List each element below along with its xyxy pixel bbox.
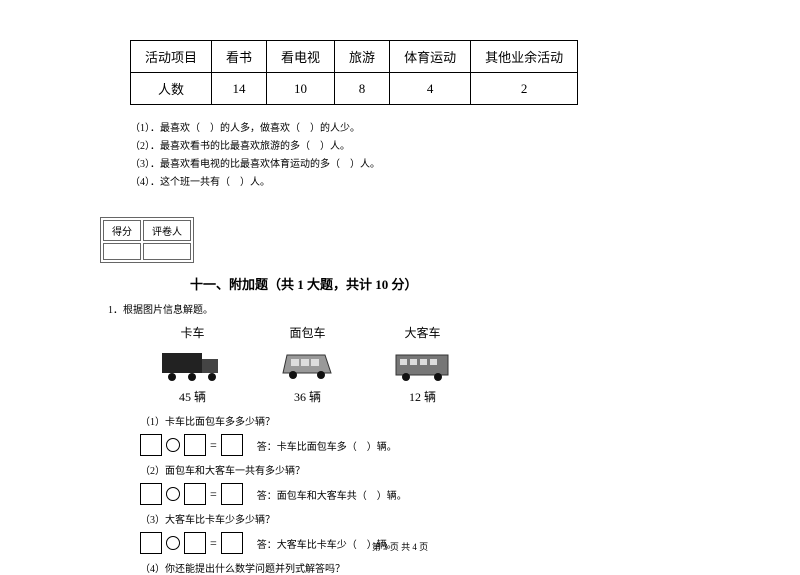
page-footer: 第 3 页 共 4 页	[0, 540, 800, 553]
eq1-box1[interactable]	[140, 434, 162, 456]
equation-1: = 答：卡车比面包车多（ ）辆。	[140, 434, 700, 456]
bus-count: 12 辆	[390, 388, 455, 405]
score-label: 得分	[103, 220, 141, 241]
table-col-4: 其他业余活动	[471, 41, 578, 73]
question-4: （4）．这个班一共有（ ）人。	[130, 174, 700, 192]
table-val-2: 8	[335, 73, 390, 105]
eq2-op[interactable]	[166, 487, 180, 501]
ans-2: 答：面包车和大客车共（ ）辆。	[257, 487, 407, 502]
question-2: （2）．最喜欢看书的比最喜欢旅游的多（ ）人。	[130, 138, 700, 156]
table-row-label: 人数	[131, 73, 212, 105]
table-col-1: 看电视	[267, 41, 335, 73]
vehicles-row: 卡车 45 辆 面包车 36 辆 大客车	[160, 324, 700, 405]
problem-intro: 1．根据图片信息解题。	[108, 301, 700, 316]
question-1: （1）．最喜欢（ ）的人多，做喜欢（ ）的人少。	[130, 120, 700, 138]
subq-2: （2）面包车和大客车一共有多少辆？	[140, 462, 700, 477]
table-col-0: 看书	[212, 41, 267, 73]
van-label: 面包车	[275, 324, 340, 341]
table-questions: （1）．最喜欢（ ）的人多，做喜欢（ ）的人少。 （2）．最喜欢看书的比最喜欢旅…	[130, 120, 700, 192]
score-empty	[103, 243, 141, 260]
bus-label: 大客车	[390, 324, 455, 341]
activity-table: 活动项目 看书 看电视 旅游 体育运动 其他业余活动 人数 14 10 8 4 …	[130, 40, 578, 105]
van-count: 36 辆	[275, 388, 340, 405]
table-col-3: 体育运动	[390, 41, 471, 73]
eq2-equals: =	[210, 487, 217, 502]
bus-icon	[390, 345, 455, 383]
subq-1: （1）卡车比面包车多多少辆？	[140, 413, 700, 428]
eq2-box1[interactable]	[140, 483, 162, 505]
ans-1: 答：卡车比面包车多（ ）辆。	[257, 438, 397, 453]
eq1-equals: =	[210, 438, 217, 453]
question-3: （3）．最喜欢看电视的比最喜欢体育运动的多（ ）人。	[130, 156, 700, 174]
subq-4: （4）你还能提出什么数学问题并列式解答吗？	[140, 560, 700, 575]
table-col-2: 旅游	[335, 41, 390, 73]
eq2-box2[interactable]	[184, 483, 206, 505]
grader-label: 评卷人	[143, 220, 191, 241]
eq1-box3[interactable]	[221, 434, 243, 456]
eq2-box3[interactable]	[221, 483, 243, 505]
table-val-3: 4	[390, 73, 471, 105]
table-header-label: 活动项目	[131, 41, 212, 73]
score-box: 得分 评卷人	[100, 217, 194, 263]
equation-2: = 答：面包车和大客车共（ ）辆。	[140, 483, 700, 505]
vehicle-van: 面包车 36 辆	[275, 324, 340, 405]
subq-3: （3）大客车比卡车少多少辆？	[140, 511, 700, 526]
truck-count: 45 辆	[160, 388, 225, 405]
table-val-4: 2	[471, 73, 578, 105]
truck-label: 卡车	[160, 324, 225, 341]
eq1-box2[interactable]	[184, 434, 206, 456]
truck-icon	[160, 345, 225, 383]
vehicle-truck: 卡车 45 辆	[160, 324, 225, 405]
table-val-0: 14	[212, 73, 267, 105]
section-11-title: 十一、附加题（共 1 大题，共计 10 分）	[190, 274, 700, 293]
eq1-op[interactable]	[166, 438, 180, 452]
grader-empty	[143, 243, 191, 260]
vehicle-bus: 大客车 12 辆	[390, 324, 455, 405]
van-icon	[275, 345, 340, 383]
table-val-1: 10	[267, 73, 335, 105]
